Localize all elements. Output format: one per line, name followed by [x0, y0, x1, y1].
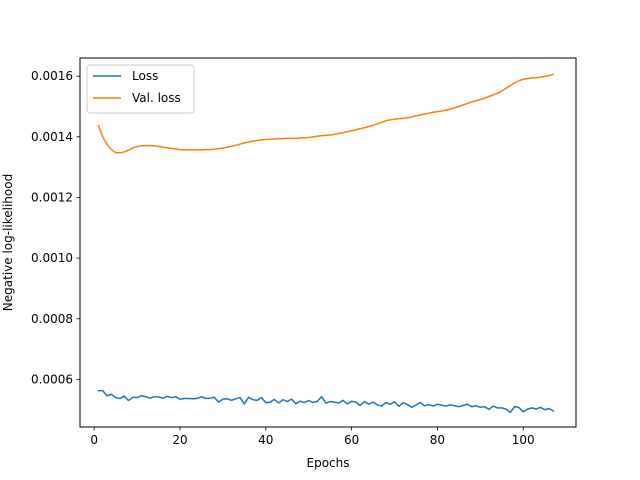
x-tick-label: 80 — [430, 433, 445, 447]
y-axis-label: Negative log-likelihood — [1, 174, 15, 311]
series-line-loss — [97, 389, 555, 414]
y-axis-ticks: 0.0006 0.0008 0.0010 0.0012 0.0014 0.0016 — [31, 69, 80, 386]
axes-frame — [79, 57, 577, 428]
y-tick-label: 0.0012 — [31, 190, 73, 204]
legend-label-val-loss: Val. loss — [132, 91, 181, 105]
y-tick-label: 0.0010 — [31, 251, 73, 265]
x-axis-ticks: 0 20 40 60 80 100 — [90, 427, 535, 447]
x-tick-label: 40 — [258, 433, 273, 447]
legend-label-loss: Loss — [132, 69, 158, 83]
y-tick-label: 0.0006 — [31, 372, 73, 386]
series-line-val-loss — [97, 73, 555, 154]
legend: Loss Val. loss — [86, 64, 195, 114]
x-tick-label: 60 — [344, 433, 359, 447]
y-tick-label: 0.0008 — [31, 312, 73, 326]
x-tick-label: 0 — [90, 433, 98, 447]
x-tick-label: 100 — [512, 433, 535, 447]
y-tick-label: 0.0014 — [31, 130, 73, 144]
plot-area — [79, 57, 577, 428]
y-tick-label: 0.0016 — [31, 69, 73, 83]
x-axis-label: Epochs — [307, 456, 350, 470]
x-tick-label: 20 — [172, 433, 187, 447]
legend-box — [86, 64, 195, 114]
series-layer — [97, 73, 555, 414]
